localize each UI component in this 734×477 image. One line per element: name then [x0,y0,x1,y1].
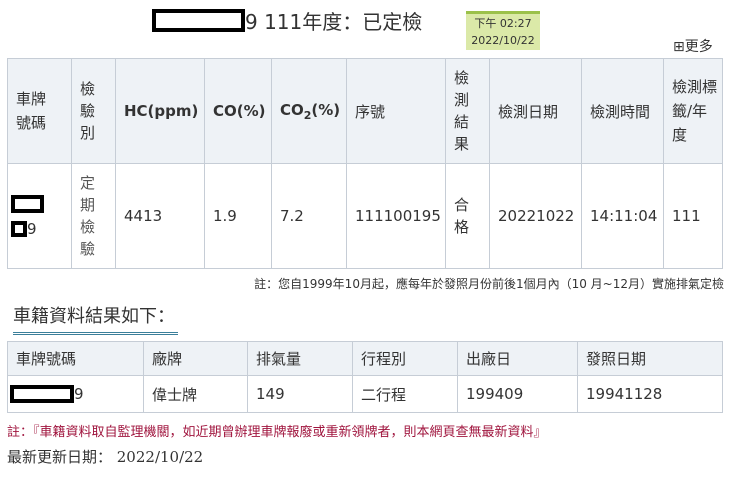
col-issue-date: 發照日期 [577,341,723,376]
timestamp-badge: 下午 02:27 2022/10/22 [466,11,540,50]
col-brand: 廠牌 [143,341,248,376]
table-header-row: 車牌號碼 檢驗別 HC(ppm) CO(%) CO2(%) 序號 檢測結果 檢測… [7,58,723,164]
cell-serial: 111100195 [346,163,446,269]
cell-plate: 9 [7,375,144,413]
col-result: 檢測結果 [445,58,490,164]
col-plate: 車牌號碼 [7,58,72,164]
cell-time: 14:11:04 [581,163,664,269]
cell-brand: 偉士牌 [143,375,248,413]
col-co2: CO2(%) [271,58,347,164]
col-manufacture: 出廠日 [457,341,578,376]
table-header-row: 車牌號碼 廠牌 排氣量 行程別 出廠日 發照日期 [7,341,723,376]
col-plate: 車牌號碼 [7,341,144,376]
inspection-table: 車牌號碼 檢驗別 HC(ppm) CO(%) CO2(%) 序號 檢測結果 檢測… [7,58,723,269]
col-co: CO(%) [204,58,272,164]
cell-type: 定期檢驗 [71,163,116,269]
vehicle-table: 車牌號碼 廠牌 排氣量 行程別 出廠日 發照日期 9 偉士牌 149 二行程 1… [7,341,723,413]
badge-date: 2022/10/22 [471,34,535,47]
redacted-plate [152,9,245,32]
cell-date: 20221022 [489,163,582,269]
col-stroke: 行程別 [352,341,458,376]
col-hc: HC(ppm) [115,58,205,164]
redacted-plate [10,385,74,403]
cell-stroke: 二行程 [352,375,458,413]
title-text: 9 111年度：已定檢 [245,10,423,34]
col-date: 檢測日期 [489,58,582,164]
redacted-plate [11,194,44,213]
redacted-plate [11,220,27,237]
vehicle-data-note: 註：『車籍資料取自監理機關，如近期曾辦理車牌報廢或重新領牌者，則本網頁查無最新資… [7,425,547,440]
inspection-note: 註：您自1999年10月起，應每年於發照月份前後1個月內（10 月~12月）實施… [254,277,724,291]
cell-hc: 4413 [115,163,205,269]
cell-co2: 7.2 [271,163,347,269]
section-title: 車籍資料結果如下： [13,302,178,335]
cell-co: 1.9 [204,163,272,269]
col-serial: 序號 [346,58,446,164]
cell-label-year: 111 [663,163,723,269]
last-updated: 最新更新日期： 2022/10/22 [7,448,204,466]
cell-result: 合格 [445,163,490,269]
col-label-year: 檢測標籤/年度 [663,58,723,164]
page-title: 9 111年度：已定檢 [152,6,422,35]
cell-manufacture: 199409 [457,375,578,413]
badge-time: 下午 02:27 [474,17,532,30]
col-type: 檢驗別 [71,58,116,164]
table-row: 9 偉士牌 149 二行程 199409 19941128 [7,375,723,413]
cell-displacement: 149 [247,375,353,413]
cell-plate: 9 [7,163,72,269]
col-time: 檢測時間 [581,58,664,164]
cell-issue-date: 19941128 [577,375,723,413]
table-row: 9 定期檢驗 4413 1.9 7.2 111100195 合格 2022102… [7,163,723,269]
more-link[interactable]: ⊞更多 [673,39,713,55]
col-displacement: 排氣量 [247,341,353,376]
